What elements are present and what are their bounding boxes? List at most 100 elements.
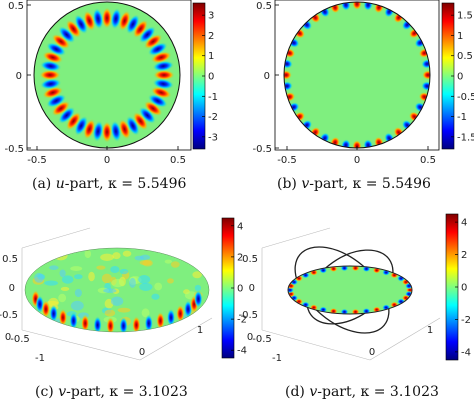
panel-d-xtick-label: -1 [272,353,282,364]
panel-b-ytick-label: 0.5 [256,1,272,12]
panel-d-xtick-label: -0.5 [252,334,272,345]
colorbar-tick-label: -3 [208,132,218,143]
panel-c-texture-spot [28,258,41,267]
panel-c-xtick-label: -1 [35,353,45,364]
panel-c-boundary-lobes [31,289,203,332]
panel-c-texture-spot [34,272,44,283]
panel-c-xtick-label: 0 [5,332,11,343]
caption-b-kappa: κ = 5.5496 [352,176,431,192]
colorbar-tick-label: -4 [461,347,471,358]
panel-c-texture-spot [100,253,114,261]
colorbar-tick-label: -2 [461,315,471,326]
caption-a-kappa: κ = 5.5496 [108,176,187,192]
caption-c-suffix: -part, [66,384,105,400]
panel-a-lobe [118,118,131,140]
panel-a-lobe [143,100,163,117]
panel-a-lobe [138,26,156,44]
caption-d-kappa: κ = 3.1023 [360,384,439,400]
panel-a-lobe [46,94,67,108]
caption-b-prefix: (b) [277,176,297,192]
caption-d-variable: v [309,384,318,400]
panel-c-colorbar-ticks: 4 2 0 -2 -4 [231,221,247,357]
panel-a-lobe [143,33,163,50]
panel-b-lobe [284,59,293,69]
panel-c-texture-spot [119,268,129,275]
panel-c-ytick-label: 1 [197,325,203,336]
panel-b-lobe [341,139,351,148]
caption-a-prefix: (a) [32,176,52,192]
panel-a-lobe [126,115,140,136]
panel-c: 0.5 0 -0.5 -0.5 -1 0 0 1 4 2 0 -2 -4 [0,217,247,364]
panel-a-ytick-label: 0.5 [8,1,24,12]
caption-a: (a) u-part, κ = 5.5496 [32,176,186,192]
panel-c-lobe [144,314,153,332]
panel-c-texture-spot [110,266,120,274]
panel-c-lobe [41,300,51,319]
panel-b-lobe [284,70,292,80]
colorbar-tick-label: 0 [461,283,467,294]
panel-c-texture-spot [139,282,153,291]
panel-d-colorbar-ticks: 4 2 0 -2 -4 [455,218,471,358]
panel-b-disk [284,2,430,148]
panel-b-lobe [352,2,362,10]
panel-a-yticks: 0.5 0 -0.5 [4,1,31,155]
panel-c-lobe [119,316,128,332]
colorbar-tick-label: 1 [208,51,214,62]
panel-b-lobe [284,81,293,91]
panel-c-xticks: -0.5 -1 0 [5,332,45,364]
panel-c-lobe [58,308,68,327]
panel-c-texture-spot [194,284,202,292]
colorbar-tick-label: 0.5 [457,51,473,62]
panel-a-lobe [92,7,104,30]
panel-a-lobe [51,33,71,50]
panel-c-texture-spot [54,250,68,261]
panel-c-lobe [93,316,102,332]
panel-a-ytick-label: -0.5 [4,144,24,155]
panel-c-texture-spot [138,275,151,284]
colorbar-tick-label: 1.5 [457,11,473,22]
panel-b-lobe [421,59,430,69]
panel-c-surface-edge [24,247,210,333]
panel-c-lobe [106,316,115,332]
panel-d-ztick-label: 0.5 [242,254,258,265]
colorbar-tick-label: 0 [457,72,463,83]
panel-c-texture-spot [44,280,58,286]
panel-a-lobe [65,111,82,131]
panel-c-texture-spot [151,293,160,300]
panel-a-xtick-label: 0.5 [170,155,186,166]
caption-b-suffix: -part, [309,176,349,192]
colorbar-tick-label: -2 [237,315,247,326]
panel-a-ytick-label: 0 [16,71,22,82]
colorbar-tick-label: 4 [237,221,243,232]
panel-a-lobe [150,51,172,64]
panel-c-lobe [81,314,90,332]
colorbar-tick-label: 0 [237,284,243,295]
panel-c-texture-spot [139,260,152,266]
panel-c-texture-spot [56,252,63,257]
panel-c-texture-spot [70,300,84,311]
caption-d-suffix: -part, [317,384,357,400]
panel-a-lobe [152,60,175,72]
panel-a-lobe [46,42,67,56]
panel-c-lobe [194,289,203,308]
panel-b-xticks: -0.5 0 0.5 [277,146,436,166]
caption-d-prefix: (d) [285,384,305,400]
panel-b-ytick-label: -0.5 [252,144,272,155]
colorbar-tick-label: -1 [208,92,218,103]
colorbar-tick-label: 4 [461,218,467,229]
panel-a-lobe [132,111,149,131]
panel-c-ytick-label: 0 [139,347,145,358]
panel-c-texture-spot [110,296,124,306]
panel-b-lobe [363,139,373,148]
caption-d: (d) v-part, κ = 3.1023 [285,384,439,400]
panel-c-texture-spot [60,286,70,292]
panel-d: 0.5 0 -0.5 -0.5 -1 0 0 1 420-2-4 [238,213,471,364]
panel-c-3d-box [21,227,213,361]
panel-d-xtick-label: 0 [247,332,253,343]
panel-d-zticks: 0.5 0 -0.5 [238,254,258,321]
colorbar-tick-label: 2 [237,252,243,263]
panel-c-lobe [176,304,185,323]
panel-c-texture-spot [103,288,117,294]
caption-c-prefix: (c) [35,384,54,400]
